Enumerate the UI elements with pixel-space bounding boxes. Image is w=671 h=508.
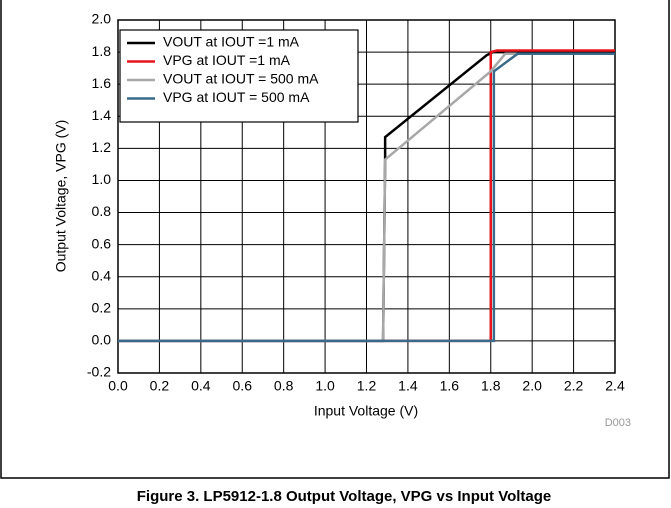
y-axis-label: Output Voltage, VPG (V) (53, 120, 69, 273)
annotation: D003 (605, 417, 631, 429)
plot-frame (117, 19, 616, 374)
x-axis-label: Input Voltage (V) (314, 403, 418, 419)
x-tick-label: 1.6 (440, 378, 460, 394)
y-tick-label: 1.2 (92, 139, 112, 155)
legend-label: VOUT at IOUT = 500 mA (163, 71, 319, 87)
caption: Figure 3. LP5912-1.8 Output Voltage, VPG… (137, 488, 552, 505)
y-tick-label: 0.8 (92, 203, 112, 219)
x-tick-label: 1.2 (357, 378, 377, 394)
x-tick-label: 0.2 (150, 378, 170, 394)
y-tick-label: 1.8 (92, 43, 112, 59)
legend-label: VOUT at IOUT =1 mA (163, 34, 300, 50)
x-tick-label: 2.4 (605, 378, 625, 394)
x-tick-label: 0.6 (233, 378, 253, 394)
x-tick-label: 2.2 (564, 378, 584, 394)
y-tick-label: 0.0 (92, 332, 112, 348)
y-tick-label: 0.2 (92, 300, 112, 316)
y-tick-label: 1.6 (92, 75, 112, 91)
x-tick-label: 1.4 (398, 378, 418, 394)
figure-frame (0, 0, 670, 479)
x-tick-label: 1.0 (315, 378, 335, 394)
x-tick-label: 0.0 (108, 378, 128, 394)
x-tick-label: 1.8 (481, 378, 501, 394)
y-tick-label: 0.6 (92, 235, 112, 251)
x-tick-label: 0.4 (191, 378, 211, 394)
legend-box (119, 29, 359, 123)
legend-label: VPG at IOUT =1 mA (163, 52, 291, 68)
y-tick-label: -0.2 (87, 364, 111, 380)
series-line (118, 52, 615, 343)
y-tick-label: 1.0 (92, 171, 112, 187)
y-tick-label: 2.0 (92, 11, 112, 27)
y-tick-label: 0.4 (92, 267, 112, 283)
x-tick-label: 2.0 (522, 378, 542, 394)
x-tick-label: 0.8 (274, 378, 294, 394)
legend-label: VPG at IOUT = 500 mA (163, 89, 310, 105)
y-tick-label: 1.4 (92, 107, 112, 123)
